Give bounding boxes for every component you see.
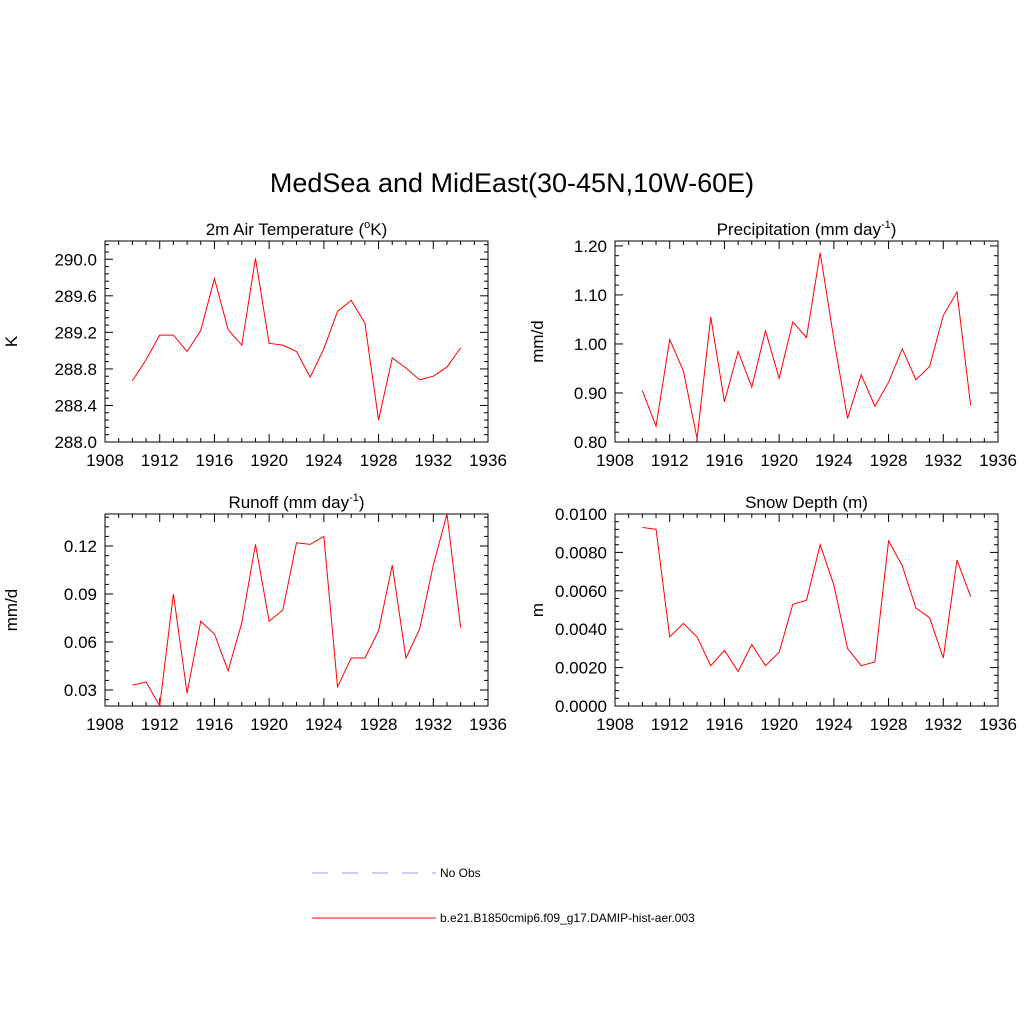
series-line-1 — [642, 526, 972, 673]
y-tick-label: 1.20 — [574, 237, 607, 256]
y-tick-label: 289.2 — [54, 323, 97, 342]
y-axis-label: mm/d — [2, 589, 21, 632]
y-axis-label: K — [2, 335, 21, 347]
x-tick-label: 1912 — [141, 451, 179, 470]
x-tick-label: 1916 — [706, 715, 744, 734]
x-tick-label: 1936 — [469, 451, 507, 470]
chart-panel-4: 1908 1912 1916 1920 1924 1928 1932 1936 0.0000 0.… — [528, 493, 1017, 734]
x-tick-label: 1928 — [360, 451, 398, 470]
x-tick-label: 1908 — [86, 451, 124, 470]
x-tick-label: 1916 — [196, 715, 234, 734]
panel-title: Snow Depth (m) — [745, 493, 868, 512]
x-tick-label: 1920 — [250, 715, 288, 734]
x-tick-label: 1912 — [141, 715, 179, 734]
x-tick-label: 1924 — [815, 715, 853, 734]
x-tick-label: 1908 — [596, 715, 634, 734]
y-tick-label: 0.0060 — [555, 582, 607, 601]
x-tick-label: 1916 — [706, 451, 744, 470]
legend: No Obs b.e21.B1850cmip6.f09_g17.DAMIP-his… — [312, 866, 695, 925]
legend-label-obs: No Obs — [440, 866, 481, 880]
y-tick-label: 0.0080 — [555, 543, 607, 562]
plot-frame — [614, 513, 999, 707]
plot-frame — [104, 240, 489, 443]
x-tick-label: 1912 — [651, 715, 689, 734]
y-tick-label: 288.4 — [54, 396, 97, 415]
y-tick-label: 0.80 — [574, 433, 607, 452]
y-axis-label: mm/d — [528, 320, 547, 363]
x-tick-label: 1908 — [86, 715, 124, 734]
chart-panel-2: 1908 1912 1916 1920 1924 1928 1932 1936 0.80 0.90… — [528, 219, 1017, 470]
x-tick-label: 1924 — [305, 451, 343, 470]
x-tick-label: 1924 — [815, 451, 853, 470]
plot-frame — [614, 240, 999, 443]
x-tick-label: 1908 — [596, 451, 634, 470]
panel-title: Runoff (mm day-1) — [228, 492, 364, 512]
x-tick-label: 1936 — [469, 715, 507, 734]
chart-panel-3: 1908 1912 1916 1920 1924 1928 1932 1936 0.03 0.06… — [2, 492, 507, 734]
x-tick-label: 1936 — [979, 451, 1017, 470]
y-tick-label: 0.12 — [64, 537, 97, 556]
y-tick-label: 1.00 — [574, 335, 607, 354]
series-line-1 — [131, 258, 462, 421]
x-tick-label: 1920 — [760, 715, 798, 734]
x-tick-label: 1916 — [196, 451, 234, 470]
panel-title: Precipitation (mm day-1) — [717, 219, 897, 239]
y-tick-label: 289.6 — [54, 287, 97, 306]
x-tick-label: 1928 — [360, 715, 398, 734]
y-tick-label: 0.0100 — [555, 505, 607, 524]
legend-label-model: b.e21.B1850cmip6.f09_g17.DAMIP-hist-aer.… — [440, 911, 695, 925]
x-tick-label: 1928 — [870, 451, 908, 470]
y-tick-label: 290.0 — [54, 250, 97, 269]
chart-panel-1: 1908 1912 1916 1920 1924 1928 1932 1936 288.0 288… — [2, 219, 507, 470]
x-tick-label: 1920 — [250, 451, 288, 470]
series-line-1 — [641, 252, 972, 439]
x-tick-label: 1932 — [924, 451, 962, 470]
x-tick-label: 1924 — [305, 715, 343, 734]
y-tick-label: 0.09 — [64, 585, 97, 604]
y-tick-label: 288.8 — [54, 360, 97, 379]
y-tick-label: 0.0020 — [555, 659, 607, 678]
main-title: MedSea and MidEast(30-45N,10W-60E) — [269, 168, 755, 198]
y-tick-label: 0.0000 — [555, 697, 607, 716]
x-tick-label: 1932 — [414, 451, 452, 470]
y-tick-label: 0.06 — [64, 633, 97, 652]
y-tick-label: 0.03 — [64, 681, 97, 700]
y-axis-label: m — [528, 603, 547, 617]
x-tick-label: 1936 — [979, 715, 1017, 734]
x-tick-label: 1928 — [870, 715, 908, 734]
panel-title: 2m Air Temperature (oK) — [206, 219, 388, 239]
y-tick-label: 1.10 — [574, 286, 607, 305]
y-tick-label: 0.0040 — [555, 620, 607, 639]
series-line-1 — [132, 513, 462, 708]
x-tick-label: 1920 — [760, 451, 798, 470]
y-tick-label: 0.90 — [574, 384, 607, 403]
x-tick-label: 1932 — [924, 715, 962, 734]
x-tick-label: 1932 — [414, 715, 452, 734]
y-tick-label: 288.0 — [54, 433, 97, 452]
x-tick-label: 1912 — [651, 451, 689, 470]
